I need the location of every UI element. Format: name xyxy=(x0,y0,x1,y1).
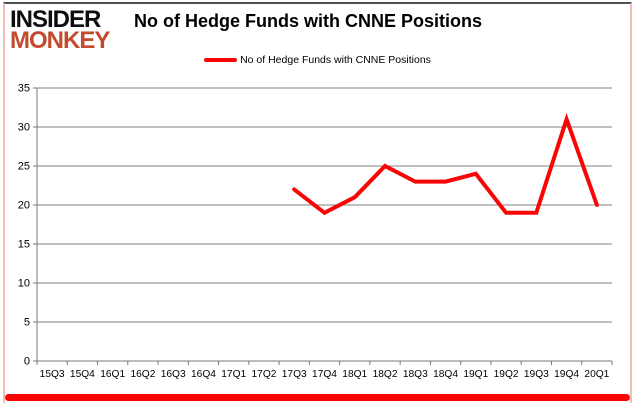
legend-line-swatch xyxy=(204,58,238,62)
x-axis-label: 17Q4 xyxy=(312,369,337,380)
y-axis-label: 25 xyxy=(18,161,30,173)
logo-insider-text: INSIDER xyxy=(10,6,101,33)
legend-label: No of Hedge Funds with CNNE Positions xyxy=(240,54,431,66)
y-axis-label: 35 xyxy=(18,83,30,95)
x-axis-label: 18Q2 xyxy=(373,369,398,380)
x-axis-label: 17Q1 xyxy=(221,369,246,380)
x-axis-label: 16Q4 xyxy=(191,369,216,380)
y-axis-label: 0 xyxy=(24,356,30,368)
x-axis-label: 19Q3 xyxy=(524,369,549,380)
x-axis-label: 19Q1 xyxy=(463,369,488,380)
chart-frame xyxy=(3,2,632,403)
y-axis-label: 30 xyxy=(18,122,30,134)
logo-monkey-text: MONKEY xyxy=(10,27,110,54)
x-axis-label: 17Q3 xyxy=(282,369,307,380)
x-axis-label: 18Q3 xyxy=(403,369,428,380)
bottom-red-bar xyxy=(5,394,630,401)
y-axis-label: 5 xyxy=(24,317,30,329)
data-series-line xyxy=(292,112,599,216)
y-axis-label: 20 xyxy=(18,200,30,212)
x-axis-label: 15Q4 xyxy=(70,369,95,380)
x-axis-label: 18Q1 xyxy=(342,369,367,380)
x-axis-label: 15Q3 xyxy=(40,369,65,380)
y-axis-label: 10 xyxy=(18,278,30,290)
y-axis-label: 15 xyxy=(18,239,30,251)
x-axis-label: 20Q1 xyxy=(584,369,609,380)
x-axis-label: 16Q2 xyxy=(130,369,155,380)
x-axis-label: 18Q4 xyxy=(433,369,458,380)
chart-title: No of Hedge Funds with CNNE Positions xyxy=(134,11,482,31)
insider-monkey-logo: INSIDER MONKEY xyxy=(10,6,110,54)
x-axis-label: 19Q4 xyxy=(554,369,579,380)
x-axis-label: 16Q1 xyxy=(100,369,125,380)
x-axis-label: 16Q3 xyxy=(161,369,186,380)
x-axis-label: 19Q2 xyxy=(494,369,519,380)
legend: No of Hedge Funds with CNNE Positions xyxy=(0,53,635,67)
x-axis-label: 17Q2 xyxy=(252,369,277,380)
